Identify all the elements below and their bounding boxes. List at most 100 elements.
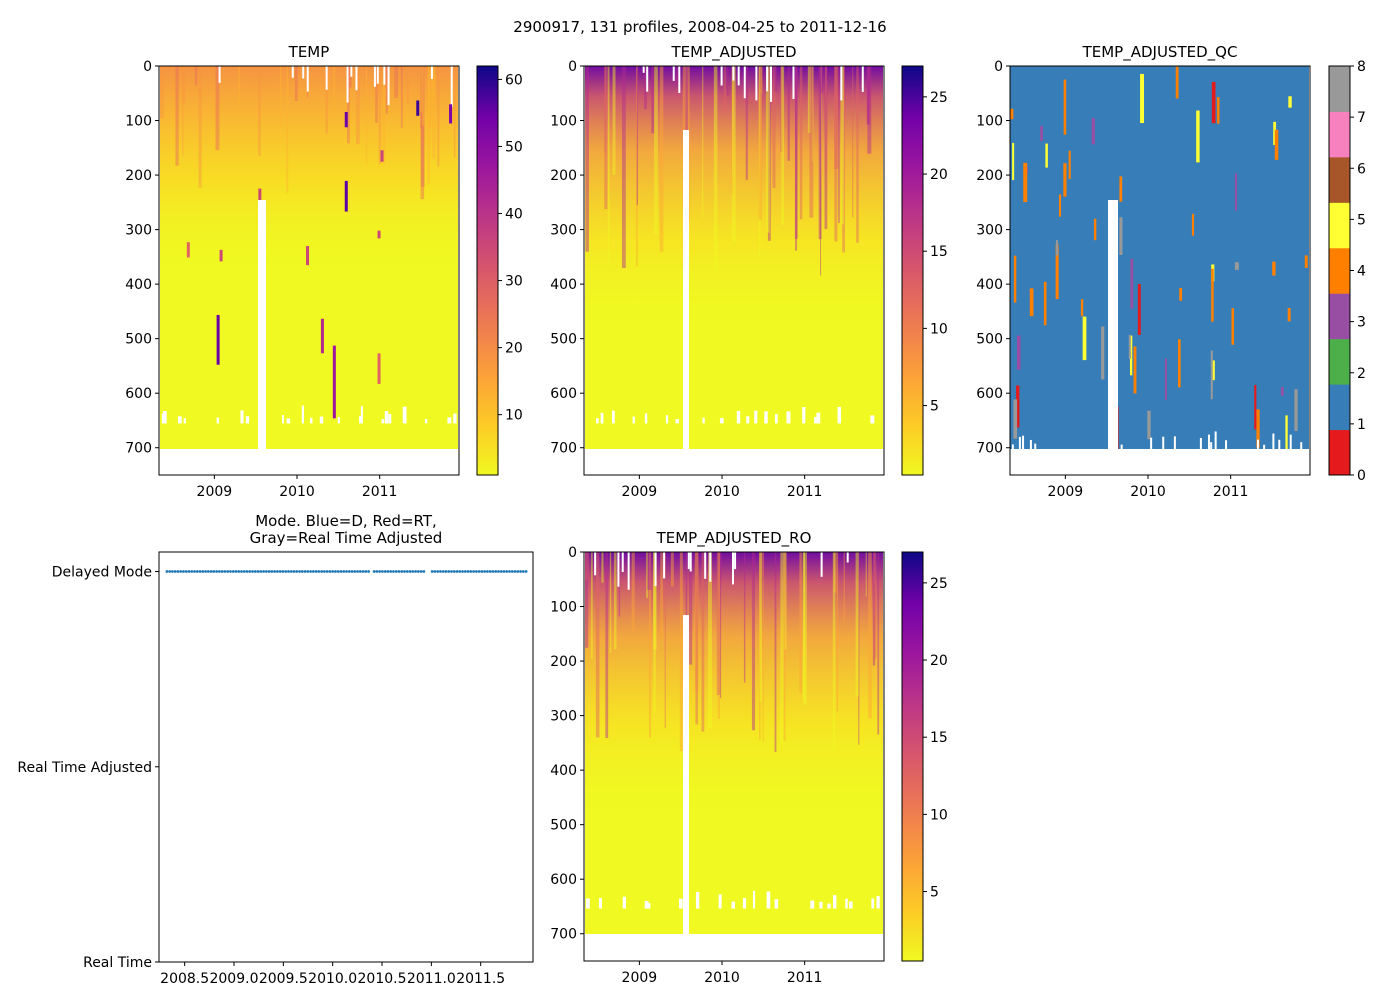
colorbar-category — [1329, 429, 1350, 476]
heatmap-column — [751, 552, 756, 731]
mode-point — [353, 570, 357, 573]
qc-flag-segment — [1068, 150, 1071, 180]
qc-flag-segment — [1274, 129, 1279, 160]
heatmap-column — [604, 66, 608, 209]
colorbar-tick-label: 15 — [930, 244, 948, 260]
missing-data — [600, 412, 604, 424]
qc-flag-segment — [1130, 258, 1134, 309]
missing-data — [792, 66, 795, 100]
heatmap-column — [765, 66, 770, 233]
heatmap-column — [858, 552, 860, 745]
missing-data — [766, 66, 769, 92]
temp-outlier — [320, 318, 324, 354]
heatmap-column — [840, 66, 844, 225]
missing-data — [594, 552, 597, 576]
heatmap-column — [723, 66, 727, 113]
y-tick-label: 0 — [568, 545, 577, 561]
mode-point — [433, 570, 437, 573]
heatmap-column — [780, 66, 783, 152]
colorbar-tick-label: 8 — [1357, 59, 1366, 75]
missing-data — [746, 416, 750, 424]
heatmap-column — [803, 552, 807, 705]
colorbar-tick-label: 10 — [505, 408, 523, 424]
mode-point — [430, 570, 434, 573]
heatmap-column — [679, 552, 683, 752]
heatmap-column — [325, 66, 328, 134]
mode-point — [461, 570, 464, 573]
x-axis-temp: 2009 2010 2011 — [197, 475, 397, 500]
qc-flag-segment — [1272, 261, 1276, 276]
heatmap-column — [607, 66, 610, 266]
missing-data — [383, 66, 386, 85]
mode-point — [300, 570, 304, 573]
mode-point — [336, 570, 340, 573]
heatmap-temp-bottom-gap — [160, 449, 458, 475]
heatmap-temp-stripes — [160, 66, 457, 424]
colorbar-tick-label: 2 — [1357, 366, 1366, 382]
colorbar-tick-label: 6 — [1357, 161, 1366, 177]
y-tick-label: 200 — [976, 168, 1003, 184]
heatmap-column — [774, 552, 777, 752]
heatmap-column — [347, 66, 350, 144]
mode-point — [292, 570, 296, 573]
heatmap-column — [716, 552, 721, 696]
y-tick-label: 700 — [550, 441, 577, 457]
mode-point — [494, 570, 498, 573]
heatmap-column — [675, 66, 680, 86]
missing-data — [802, 406, 806, 424]
mode-point — [206, 570, 210, 573]
heatmap-column — [378, 66, 382, 165]
qc-flag-segment — [1063, 79, 1067, 135]
mode-point — [298, 570, 301, 573]
qc-flag-segment — [1045, 143, 1048, 168]
missing-data — [447, 417, 452, 424]
heatmap-column — [867, 66, 870, 124]
y-tick-label: 700 — [125, 441, 152, 457]
x-tick-label: 2008.5 — [160, 971, 209, 987]
colorbar-tick-label: 1 — [1357, 417, 1366, 433]
missing-data — [845, 898, 848, 909]
qc-flag-segment — [1080, 299, 1084, 317]
y-axis-temp: 0 100 200 300 400 500 600 700 — [125, 59, 159, 457]
x-tick-label: 2009.0 — [209, 971, 258, 987]
temp-outlier — [219, 249, 223, 262]
heatmap-column — [694, 552, 699, 692]
mode-point — [256, 570, 260, 573]
mode-point — [237, 570, 241, 573]
heatmap-column — [787, 66, 790, 161]
colorbar-category — [1329, 66, 1350, 112]
temp-outlier — [332, 345, 336, 419]
mode-point — [262, 570, 266, 573]
qc-flag-segment — [1256, 409, 1260, 448]
qc-flag-segment — [1043, 281, 1047, 326]
missing-data — [709, 552, 712, 582]
colorbar-temp-adjusted-qc — [1329, 66, 1350, 476]
missing-data — [453, 413, 457, 424]
heatmap-column — [294, 66, 298, 101]
y-axis-temp-adjusted-ro: 0 100 200 300 400 500 600 700 — [550, 545, 584, 943]
missing-data — [876, 896, 880, 909]
y-tick-label: Delayed Mode — [52, 565, 152, 581]
heatmap-column — [601, 552, 604, 583]
heatmap-column — [719, 552, 722, 699]
mode-point — [491, 570, 495, 573]
heatmap-temp-adjusted — [585, 66, 883, 475]
colorbar-tick-label: 50 — [505, 139, 523, 155]
missing-data — [734, 552, 737, 570]
heatmap-column — [585, 552, 589, 648]
missing-data — [1289, 434, 1292, 449]
colorbar-tick-label: 60 — [505, 72, 523, 88]
heatmap-column — [701, 552, 705, 732]
heatmap-column — [877, 552, 880, 735]
colorbar-tick-label: 25 — [930, 90, 948, 106]
mode-point — [295, 570, 299, 573]
temp-outlier — [449, 104, 453, 124]
heatmap-column — [759, 552, 763, 702]
heatmap-temp-adjusted-ro — [585, 552, 883, 961]
x-tick-label: 2009.5 — [259, 971, 308, 987]
missing-data — [647, 903, 651, 909]
missing-data — [646, 66, 649, 92]
colorbar-tick-label: 40 — [505, 207, 523, 223]
qc-flag-segment — [1285, 415, 1288, 453]
panel-title-temp: TEMP — [288, 43, 330, 61]
